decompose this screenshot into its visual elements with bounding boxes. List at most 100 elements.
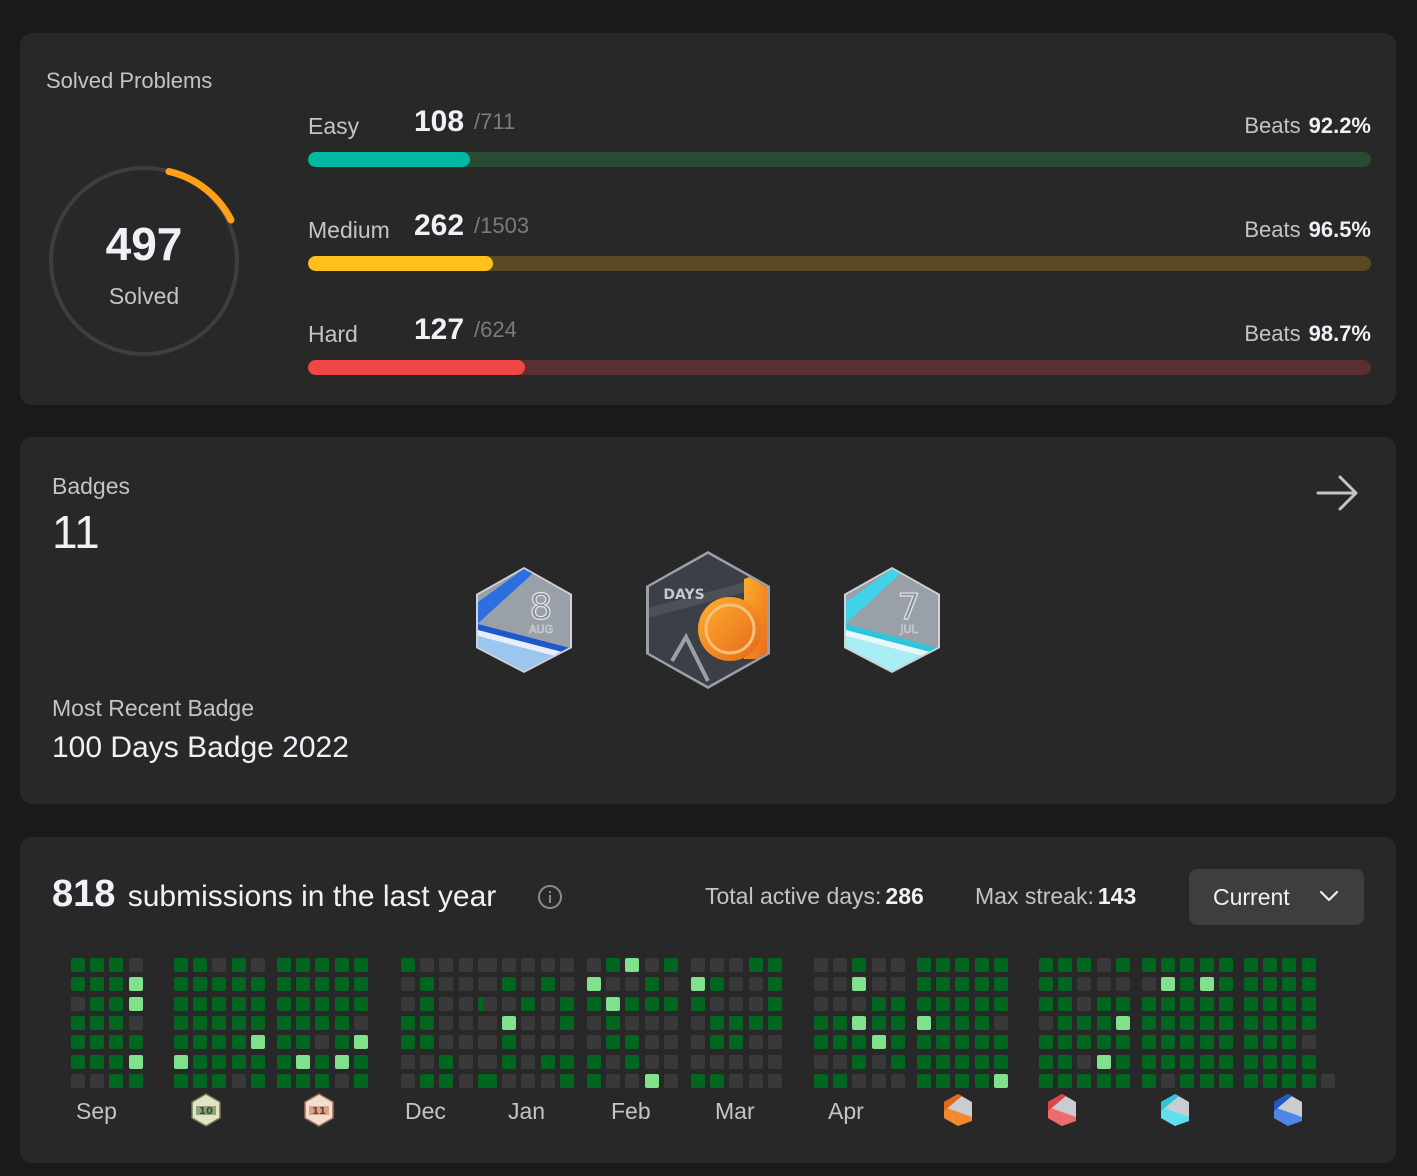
heatmap-cell[interactable] [663, 996, 678, 1011]
heatmap-cell[interactable] [315, 1054, 330, 1069]
heatmap-cell[interactable] [1218, 1015, 1233, 1030]
heatmap-cell[interactable] [420, 1054, 435, 1069]
heatmap-cell[interactable] [250, 996, 265, 1011]
heatmap-cell[interactable] [1058, 977, 1073, 992]
heatmap-cell[interactable] [936, 958, 951, 972]
heatmap-cell[interactable] [625, 996, 640, 1011]
heatmap-cell[interactable] [1218, 1073, 1233, 1088]
heatmap-cell[interactable] [540, 1073, 555, 1088]
heatmap-cell[interactable] [277, 1015, 291, 1030]
heatmap-cell[interactable] [993, 977, 1008, 992]
heatmap-cell[interactable] [71, 1054, 85, 1069]
heatmap-cell[interactable] [315, 1073, 330, 1088]
heatmap-cell[interactable] [231, 996, 246, 1011]
heatmap-cell[interactable] [729, 977, 744, 992]
heatmap-cell[interactable] [955, 996, 970, 1011]
heatmap-cell[interactable] [833, 1073, 848, 1088]
heatmap-cell[interactable] [814, 996, 828, 1011]
heatmap-cell[interactable] [559, 977, 574, 992]
heatmap-cell[interactable] [1301, 1073, 1316, 1088]
heatmap-cell[interactable] [1301, 996, 1316, 1011]
heatmap-cell[interactable] [767, 1054, 782, 1069]
heatmap-cell[interactable] [955, 1035, 970, 1050]
heatmap-cell[interactable] [1301, 1015, 1316, 1030]
heatmap-cell[interactable] [420, 977, 435, 992]
heatmap-cell[interactable] [936, 1015, 951, 1030]
heatmap-cell[interactable] [1039, 1015, 1053, 1030]
heatmap-cell[interactable] [625, 977, 640, 992]
heatmap-cell[interactable] [193, 977, 208, 992]
range-dropdown[interactable]: Current [1189, 869, 1364, 925]
heatmap-cell[interactable] [353, 958, 368, 972]
heatmap-cell[interactable] [606, 1015, 621, 1030]
heatmap-cell[interactable] [1199, 1073, 1214, 1088]
heatmap-cell[interactable] [1142, 996, 1156, 1011]
heatmap-cell[interactable] [729, 1035, 744, 1050]
heatmap-cell[interactable] [644, 958, 659, 972]
heatmap-cell[interactable] [663, 1035, 678, 1050]
heatmap-cell[interactable] [559, 958, 574, 972]
heatmap-cell[interactable] [277, 958, 291, 972]
heatmap-cell[interactable] [644, 977, 659, 992]
heatmap-cell[interactable] [521, 1073, 536, 1088]
heatmap-cell[interactable] [439, 1015, 454, 1030]
heatmap-cell[interactable] [353, 1073, 368, 1088]
heatmap-cell[interactable] [71, 1035, 85, 1050]
heatmap-cell[interactable] [1218, 1035, 1233, 1050]
heatmap-cell[interactable] [212, 1054, 227, 1069]
heatmap-cell[interactable] [955, 977, 970, 992]
heatmap-cell[interactable] [174, 977, 188, 992]
heatmap-cell[interactable] [559, 1035, 574, 1050]
heatmap-cell[interactable] [353, 1035, 368, 1050]
heatmap-cell[interactable] [128, 1073, 143, 1088]
heatmap-cell[interactable] [71, 996, 85, 1011]
heatmap-cell[interactable] [974, 1054, 989, 1069]
heatmap-cell[interactable] [174, 958, 188, 972]
heatmap-cell[interactable] [606, 1054, 621, 1069]
heatmap-cell[interactable] [587, 958, 601, 972]
heatmap-cell[interactable] [439, 977, 454, 992]
heatmap-cell[interactable] [748, 1073, 763, 1088]
heatmap-cell[interactable] [71, 958, 85, 972]
heatmap-cell[interactable] [521, 977, 536, 992]
heatmap-cell[interactable] [439, 958, 454, 972]
heatmap-cell[interactable] [606, 996, 621, 1011]
heatmap-cell[interactable] [814, 1015, 828, 1030]
heatmap-cell[interactable] [1077, 1015, 1092, 1030]
heatmap-cell[interactable] [1058, 1015, 1073, 1030]
heatmap-cell[interactable] [231, 977, 246, 992]
heatmap-cell[interactable] [1115, 1073, 1130, 1088]
heatmap-cell[interactable] [109, 977, 124, 992]
heatmap-cell[interactable] [1199, 977, 1214, 992]
heatmap-cell[interactable] [606, 1035, 621, 1050]
heatmap-cell[interactable] [458, 977, 473, 992]
heatmap-cell[interactable] [1301, 1054, 1316, 1069]
heatmap-cell[interactable] [587, 1035, 601, 1050]
heatmap-cell[interactable] [458, 996, 473, 1011]
heatmap-cell[interactable] [401, 977, 415, 992]
badge-jul-icon[interactable]: 7 JUL [842, 565, 942, 675]
heatmap-cell[interactable] [748, 996, 763, 1011]
heatmap-cell[interactable] [606, 977, 621, 992]
heatmap-cell[interactable] [748, 1054, 763, 1069]
heatmap-cell[interactable] [1115, 1054, 1130, 1069]
heatmap-cell[interactable] [663, 958, 678, 972]
heatmap-cell[interactable] [1096, 996, 1111, 1011]
heatmap-cell[interactable] [710, 977, 725, 992]
heatmap-cell[interactable] [401, 1035, 415, 1050]
heatmap-cell[interactable] [1244, 1035, 1258, 1050]
heatmap-cell[interactable] [1058, 996, 1073, 1011]
heatmap-cell[interactable] [1263, 1054, 1278, 1069]
heatmap-cell[interactable] [1180, 958, 1195, 972]
heatmap-cell[interactable] [128, 958, 143, 972]
heatmap-cell[interactable] [1263, 996, 1278, 1011]
heatmap-cell[interactable] [993, 1035, 1008, 1050]
heatmap-cell[interactable] [128, 977, 143, 992]
heatmap-cell[interactable] [871, 1054, 886, 1069]
heatmap-cell[interactable] [1282, 1035, 1297, 1050]
heatmap-cell[interactable] [1077, 1054, 1092, 1069]
heatmap-cell[interactable] [439, 1035, 454, 1050]
heatmap-cell[interactable] [109, 958, 124, 972]
heatmap-cell[interactable] [767, 977, 782, 992]
heatmap-cell[interactable] [1096, 958, 1111, 972]
